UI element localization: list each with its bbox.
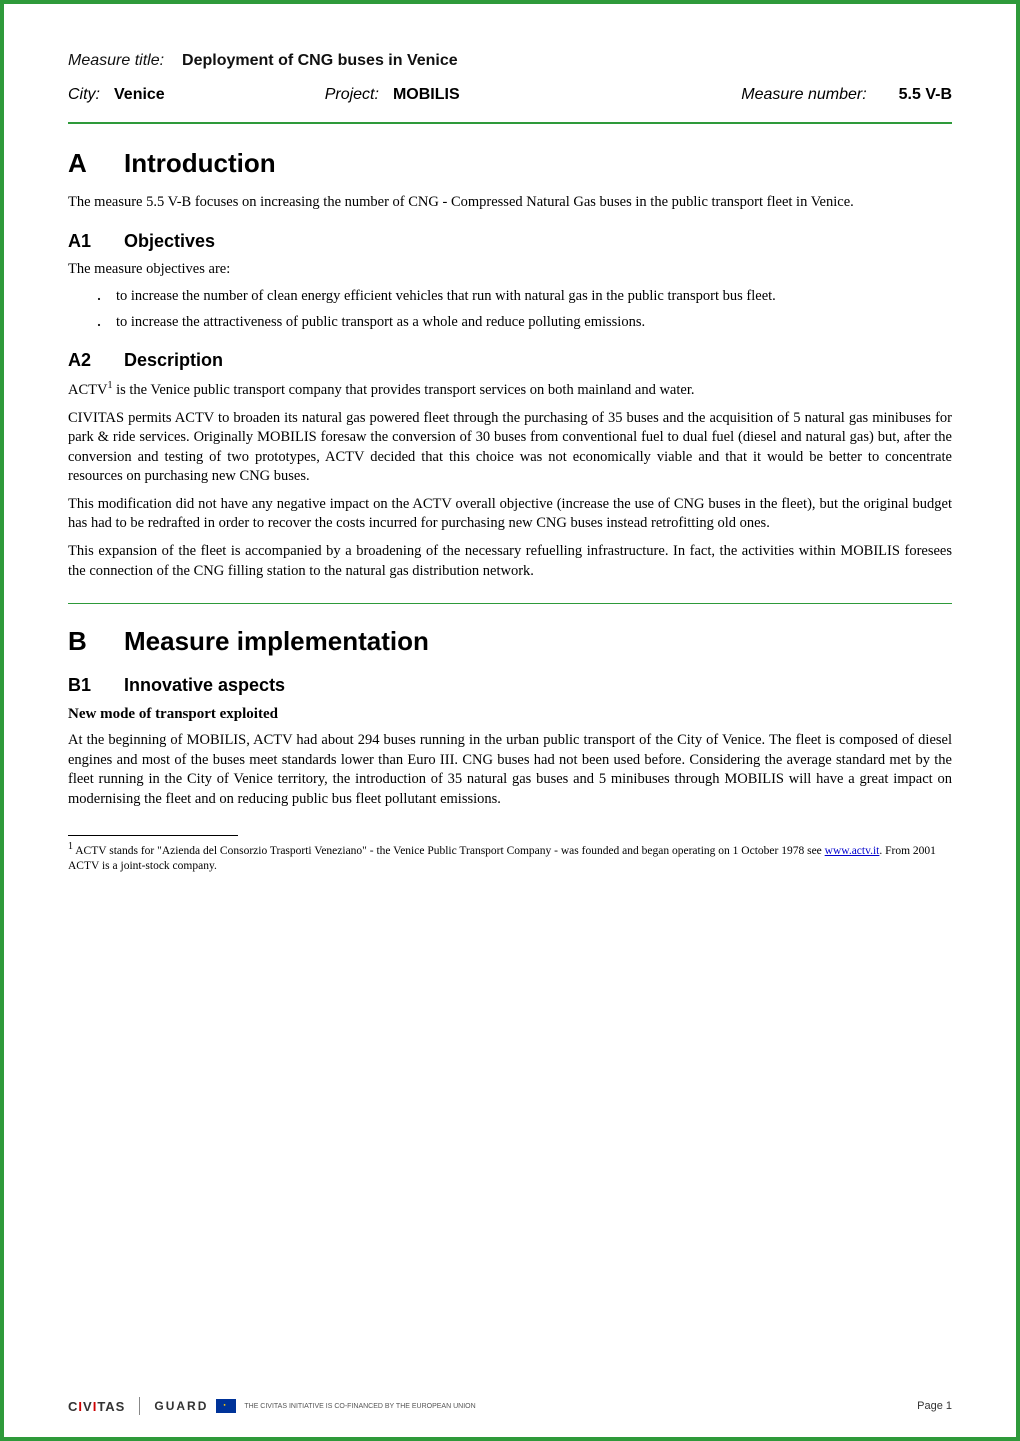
section-a1-title: Objectives bbox=[124, 231, 215, 252]
section-a2-heading: A2 Description bbox=[68, 350, 952, 371]
section-a-title: Introduction bbox=[124, 148, 276, 179]
section-a2-p4: This expansion of the fleet is accompani… bbox=[68, 542, 952, 581]
footnote-text-before: ACTV stands for "Azienda del Consorzio T… bbox=[73, 845, 825, 857]
section-a-letter: A bbox=[68, 148, 124, 179]
measure-number-value: 5.5 V-B bbox=[899, 86, 952, 104]
page-container: Measure title: Deployment of CNG buses i… bbox=[0, 0, 1020, 1441]
project-value: MOBILIS bbox=[393, 86, 460, 104]
civitas-logo: CIVITAS bbox=[68, 1399, 125, 1414]
header-rule bbox=[68, 122, 952, 124]
section-a2-title: Description bbox=[124, 350, 223, 371]
section-a1-heading: A1 Objectives bbox=[68, 231, 952, 252]
footer-left: CIVITAS GUARD THE CIVITAS INITIATIVE IS … bbox=[68, 1397, 476, 1415]
header-row-1: Measure title: Deployment of CNG buses i… bbox=[68, 52, 952, 70]
section-a1-lead: The measure objectives are: bbox=[68, 260, 952, 280]
footnote-link[interactable]: www.actv.it bbox=[825, 845, 880, 857]
section-a1-bullets: to increase the number of clean energy e… bbox=[96, 287, 952, 332]
measure-title-label: Measure title: bbox=[68, 52, 164, 70]
footnote-marker-1: 1 bbox=[107, 380, 112, 391]
section-a2-code: A2 bbox=[68, 350, 124, 371]
project-label: Project: bbox=[325, 86, 379, 104]
footnote-1: 1 ACTV stands for "Azienda del Consorzio… bbox=[68, 840, 952, 874]
measure-number-label: Measure number: bbox=[741, 86, 866, 104]
measure-title-value: Deployment of CNG buses in Venice bbox=[182, 52, 458, 70]
city-label: City: bbox=[68, 86, 100, 104]
bullet-item: to increase the number of clean energy e… bbox=[96, 287, 952, 307]
section-b1-sub-bold: New mode of transport exploited bbox=[68, 706, 952, 723]
section-b-heading: B Measure implementation bbox=[68, 626, 952, 657]
section-b1-heading: B1 Innovative aspects bbox=[68, 675, 952, 696]
project-group: Project: MOBILIS bbox=[325, 86, 460, 104]
footer-divider bbox=[139, 1397, 140, 1415]
eu-flag-icon bbox=[216, 1399, 236, 1413]
city-group: City: Venice bbox=[68, 86, 165, 104]
section-b1-p1: At the beginning of MOBILIS, ACTV had ab… bbox=[68, 731, 952, 809]
city-value: Venice bbox=[114, 86, 165, 104]
cofinanced-text: THE CIVITAS INITIATIVE IS CO-FINANCED BY… bbox=[244, 1403, 475, 1410]
guard-logo: GUARD bbox=[154, 1399, 208, 1413]
header-row-2: City: Venice Project: MOBILIS Measure nu… bbox=[68, 86, 952, 104]
section-a-intro: The measure 5.5 V-B focuses on increasin… bbox=[68, 193, 952, 213]
page-footer: CIVITAS GUARD THE CIVITAS INITIATIVE IS … bbox=[68, 1397, 952, 1415]
section-a2-p1: ACTV1 is the Venice public transport com… bbox=[68, 379, 952, 400]
page-number: Page 1 bbox=[917, 1400, 952, 1412]
section-b-title: Measure implementation bbox=[124, 626, 429, 657]
measure-number-group: Measure number: 5.5 V-B bbox=[741, 86, 952, 104]
section-b1-title: Innovative aspects bbox=[124, 675, 285, 696]
footnote-rule bbox=[68, 835, 238, 836]
mid-rule bbox=[68, 603, 952, 604]
section-a2-p3: This modification did not have any negat… bbox=[68, 495, 952, 534]
section-a2-p2: CIVITAS permits ACTV to broaden its natu… bbox=[68, 409, 952, 487]
bullet-item: to increase the attractiveness of public… bbox=[96, 313, 952, 333]
section-a1-code: A1 bbox=[68, 231, 124, 252]
section-b-letter: B bbox=[68, 626, 124, 657]
section-b1-code: B1 bbox=[68, 675, 124, 696]
section-a-heading: A Introduction bbox=[68, 148, 952, 179]
